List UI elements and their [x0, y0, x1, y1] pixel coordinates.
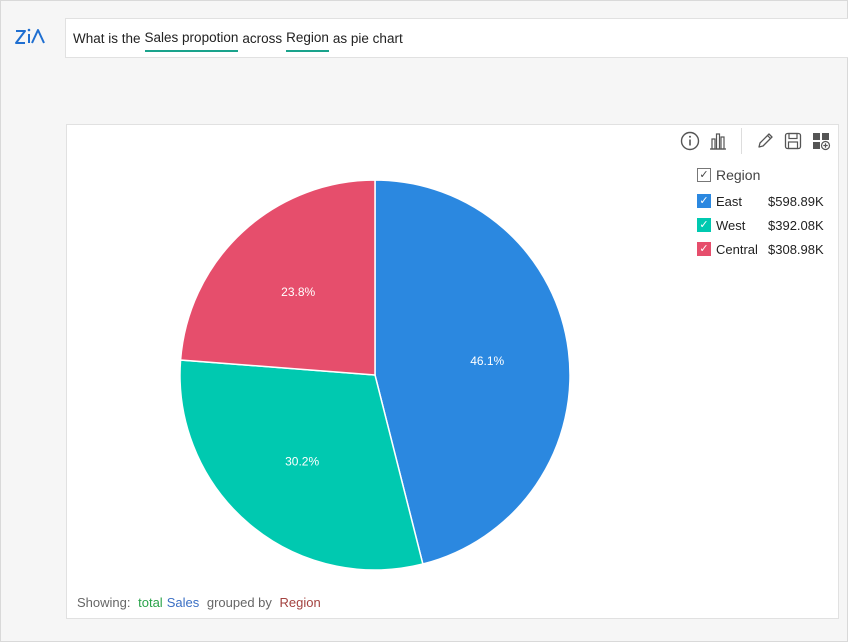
legend-item-value: $392.08K — [768, 217, 824, 233]
query-token: What is the — [73, 30, 141, 46]
summary-dimension: Region — [279, 595, 321, 610]
pie-slice-west[interactable] — [179, 359, 424, 571]
pie-slice-label: 46.1% — [470, 354, 504, 368]
legend-checkbox[interactable]: ✓ — [697, 242, 711, 256]
pie-chart: 46.1% 30.2% 23.8% — [179, 179, 571, 571]
pie-slice-label: 30.2% — [285, 455, 319, 469]
add-dashboard-icon[interactable] — [810, 130, 832, 152]
chart-legend: ✓ Region ✓ East $598.89K ✓ West $392.08K ✓ Cent… — [697, 165, 824, 261]
summary-aggregate: total — [138, 595, 163, 610]
summary-measure: Sales — [166, 595, 200, 610]
zia-logo-icon[interactable] — [13, 23, 47, 51]
legend-item-name: East — [716, 193, 743, 209]
legend-header[interactable]: ✓ Region — [697, 165, 824, 185]
query-token: across — [242, 30, 283, 46]
chart-toolbar — [673, 128, 832, 154]
pie-slice-east[interactable] — [374, 179, 571, 565]
pie-slice-label: 23.8% — [281, 285, 315, 299]
legend-item[interactable]: ✓ East $598.89K — [697, 189, 824, 213]
legend-item-value: $308.98K — [768, 241, 824, 257]
query-token-highlight[interactable]: Region — [286, 29, 329, 52]
info-icon[interactable] — [679, 130, 701, 152]
legend-item-name: Central — [716, 241, 758, 257]
pie-slice-central[interactable] — [179, 179, 376, 376]
edit-icon[interactable] — [754, 130, 776, 152]
query-token: as pie chart — [332, 30, 403, 46]
legend-checkbox[interactable]: ✓ — [697, 194, 711, 208]
legend-item[interactable]: ✓ Central $308.98K — [697, 237, 824, 261]
legend-item[interactable]: ✓ West $392.08K — [697, 213, 824, 237]
chart-panel: 46.1% 30.2% 23.8% ✓ Region ✓ East $598.89K ✓ W… — [66, 124, 839, 619]
legend-item-name: West — [716, 217, 746, 233]
toolbar-divider — [741, 128, 742, 154]
query-token-highlight[interactable]: Sales propotion — [144, 29, 239, 52]
legend-item-value: $598.89K — [768, 193, 824, 209]
legend-checkbox[interactable]: ✓ — [697, 218, 711, 232]
bar-chart-icon[interactable] — [707, 130, 729, 152]
save-icon[interactable] — [782, 130, 804, 152]
summary-grouped-by: grouped by — [206, 595, 272, 610]
legend-select-all-checkbox[interactable]: ✓ — [697, 168, 711, 182]
chart-summary: Showing: total Sales grouped by Region — [77, 595, 325, 610]
query-input[interactable]: What is the Sales propotion across Region as… — [65, 18, 848, 58]
summary-prefix: Showing: — [77, 595, 131, 610]
legend-title: Region — [716, 167, 761, 183]
